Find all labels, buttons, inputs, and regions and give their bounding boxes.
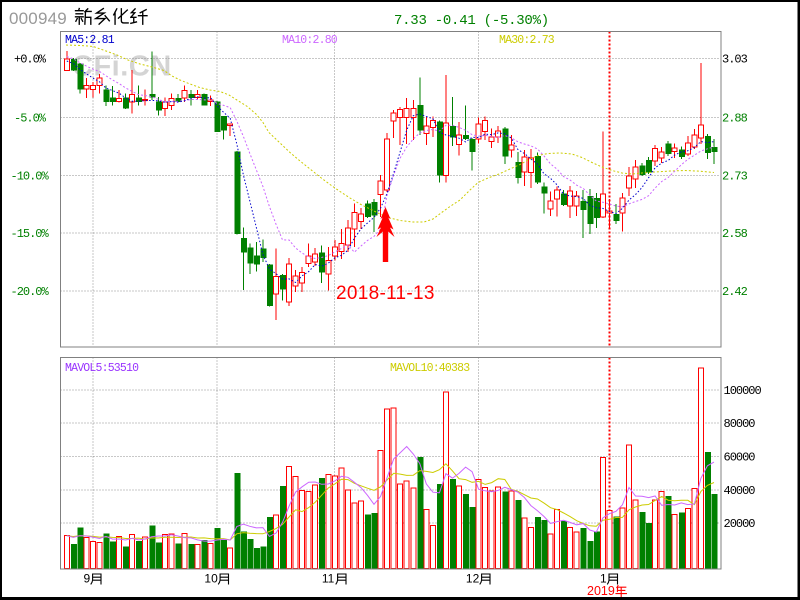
svg-text:MAVOL10:40383: MAVOL10:40383 <box>390 362 470 375</box>
svg-text:12: 12 <box>466 572 480 586</box>
svg-text:000949: 000949 <box>9 9 67 28</box>
svg-text:80000: 80000 <box>724 417 756 431</box>
svg-text:3.03: 3.03 <box>722 52 748 66</box>
svg-text:+0.0%: +0.0% <box>14 52 47 66</box>
svg-text:7.33 -0.41 (-5.30%): 7.33 -0.41 (-5.30%) <box>394 13 549 29</box>
svg-text:-5.0%: -5.0% <box>14 112 47 126</box>
svg-text:2.73: 2.73 <box>722 169 748 183</box>
svg-text:2.58: 2.58 <box>722 227 748 241</box>
svg-text:100000: 100000 <box>724 384 762 398</box>
svg-text:CFi.CN: CFi.CN <box>72 51 172 83</box>
svg-text:MAVOL5:53510: MAVOL5:53510 <box>65 362 139 375</box>
svg-text:-20.0%: -20.0% <box>11 285 50 299</box>
svg-text:-15.0%: -15.0% <box>11 227 50 241</box>
svg-text:MA5:2.81: MA5:2.81 <box>65 34 115 47</box>
svg-text:-10.0%: -10.0% <box>11 169 50 183</box>
svg-text:11: 11 <box>322 572 335 586</box>
svg-text:9: 9 <box>84 572 91 586</box>
svg-text:2.42: 2.42 <box>722 285 748 299</box>
svg-text:20000: 20000 <box>724 517 756 531</box>
svg-text:60000: 60000 <box>724 451 756 465</box>
svg-text:2019: 2019 <box>587 584 615 598</box>
svg-text:MA30:2.73: MA30:2.73 <box>499 34 555 47</box>
svg-text:40000: 40000 <box>724 484 756 498</box>
svg-text:2.88: 2.88 <box>722 112 748 126</box>
svg-text:1: 1 <box>600 572 607 586</box>
svg-text:2018-11-13: 2018-11-13 <box>336 283 435 304</box>
svg-text:MA10:2.80: MA10:2.80 <box>282 34 338 47</box>
svg-text:10: 10 <box>204 572 218 586</box>
